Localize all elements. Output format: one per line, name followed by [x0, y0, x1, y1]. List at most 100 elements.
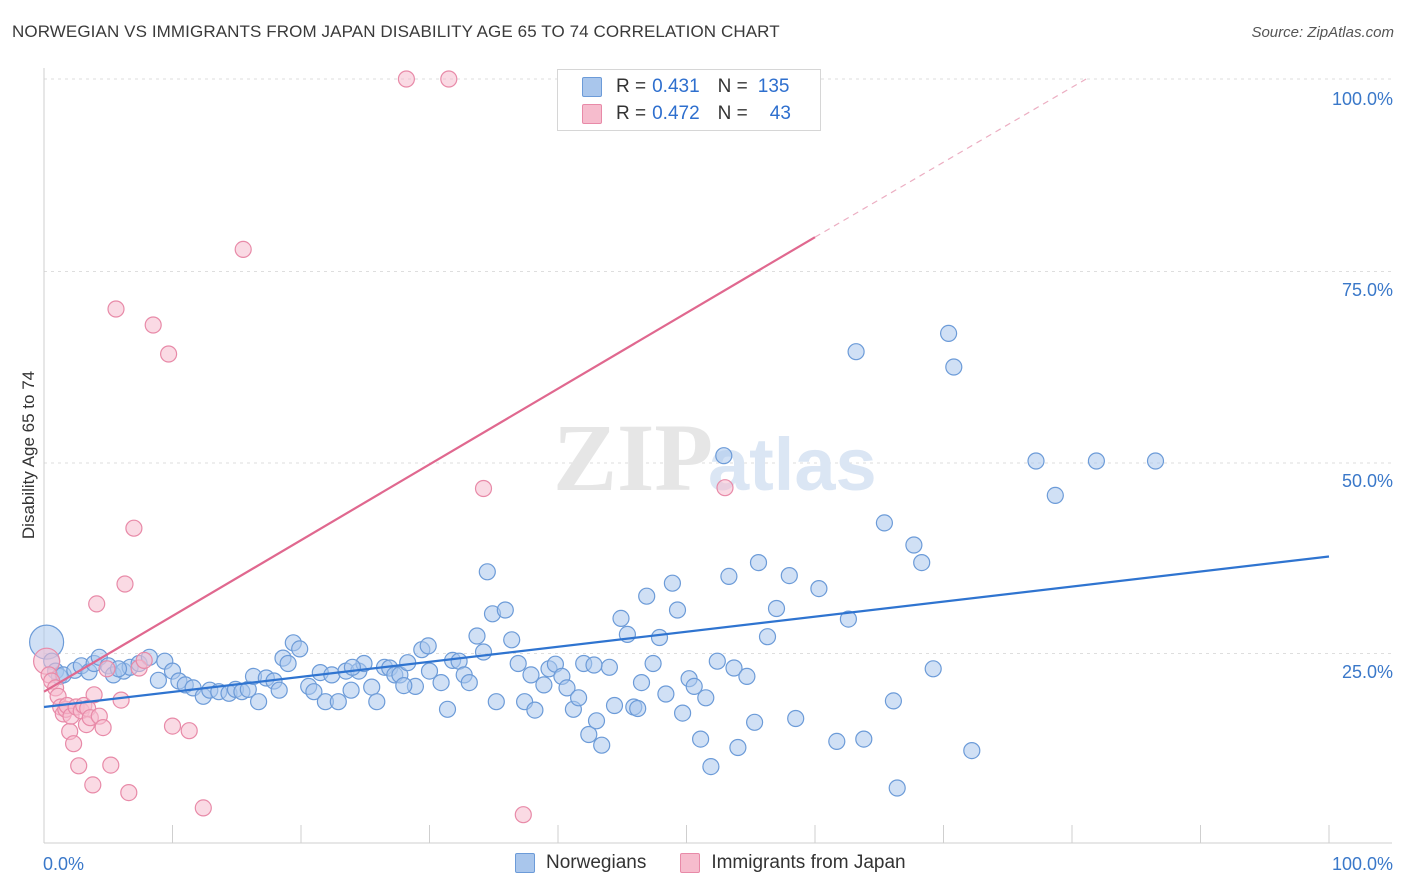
norwegian-point	[558, 679, 576, 697]
norwegian-point	[1146, 452, 1165, 470]
norwegian-point	[535, 676, 553, 694]
legend-row-norwegians: R = 0.431 N = 135	[582, 75, 789, 99]
legend-n-label: N =	[717, 76, 748, 97]
legend-item-japan[interactable]: Immigrants from Japan	[680, 852, 906, 874]
japan-point	[116, 575, 134, 593]
norwegian-point	[587, 712, 606, 730]
norwegian-point	[503, 631, 521, 649]
norwegian-point	[663, 574, 682, 592]
norwegian-point	[697, 689, 715, 707]
japan-point	[514, 806, 532, 824]
norwegian-point	[638, 587, 656, 605]
legend-row-japan: R = 0.472 N = 43	[582, 102, 791, 126]
japan-point	[125, 519, 143, 537]
correlation-legend: R = 0.431 N = 135 R = 0.472 N = 43	[557, 69, 821, 131]
norwegian-point	[855, 730, 873, 748]
y-tick-label: 25.0%	[1342, 662, 1393, 682]
legend-swatch-pink	[582, 104, 602, 124]
norwegian-point	[1046, 486, 1064, 504]
source-label: Source: ZipAtlas.com	[1251, 24, 1394, 41]
norwegian-point	[729, 738, 747, 757]
norwegian-point	[745, 713, 764, 731]
norwegian-point	[939, 324, 958, 342]
y-tick-label: 50.0%	[1342, 471, 1393, 491]
norwegian-point	[363, 678, 381, 696]
legend-swatch-blue	[582, 77, 602, 97]
norwegian-point	[343, 658, 361, 676]
watermark: ZIP atlas	[553, 404, 877, 511]
norwegian-point	[1087, 452, 1106, 470]
norwegian-point	[650, 628, 669, 647]
japan-point	[85, 686, 103, 704]
norwegian-point	[468, 627, 486, 645]
norwegian-point	[585, 656, 603, 674]
norwegian-point	[828, 732, 846, 751]
legend-label-japan: Immigrants from Japan	[711, 852, 906, 873]
norwegian-point	[419, 637, 437, 655]
norwegian-point	[632, 673, 651, 692]
norwegian-point	[270, 681, 288, 699]
norwegian-point	[839, 610, 858, 628]
japan-point	[397, 70, 415, 88]
norwegians-trend-line	[43, 555, 1330, 709]
japan-point	[135, 651, 153, 670]
norwegian-point	[644, 654, 662, 673]
norwegian-point	[496, 601, 514, 619]
norwegian-point	[657, 685, 675, 703]
norwegian-point	[478, 563, 496, 581]
norwegian-point	[522, 666, 540, 684]
legend-n-value: 43	[769, 103, 791, 124]
norwegian-point	[749, 553, 768, 572]
legend-r-value: 0.431	[652, 76, 700, 97]
norwegian-point	[605, 696, 624, 715]
legend-r-label: R =	[616, 103, 647, 124]
norwegian-point	[738, 667, 756, 686]
chart-title: NORWEGIAN VS IMMIGRANTS FROM JAPAN DISAB…	[12, 22, 780, 41]
norwegian-point	[474, 643, 493, 661]
y-axis-title: Disability Age 65 to 74	[19, 371, 38, 539]
norwegian-point	[924, 660, 942, 678]
japan-point	[107, 300, 125, 318]
legend-label-norwegians: Norwegians	[546, 852, 647, 873]
japan-point	[716, 479, 734, 497]
japan-point	[102, 756, 120, 774]
norwegian-point	[725, 659, 743, 677]
norwegian-point	[767, 599, 786, 618]
japan-point	[88, 595, 106, 613]
japan-trend-line	[43, 236, 816, 693]
norwegian-point	[279, 654, 297, 673]
japan-point	[194, 799, 212, 817]
japan-point	[112, 691, 130, 709]
legend-item-norwegians[interactable]: Norwegians	[515, 852, 646, 874]
norwegian-point	[509, 654, 527, 673]
norwegian-point	[612, 609, 630, 628]
norwegian-point	[787, 709, 805, 728]
grid-lines	[44, 78, 1392, 654]
x-tick-label: 0.0%	[43, 854, 84, 874]
legend-n-label: N =	[717, 103, 748, 124]
legend-r-value: 0.472	[652, 103, 700, 124]
norwegian-point	[905, 536, 923, 554]
norwegian-point	[913, 553, 931, 572]
norwegian-point	[149, 671, 167, 689]
norwegian-point	[460, 673, 478, 692]
norwegian-point	[305, 683, 323, 701]
axes	[43, 68, 1392, 844]
legend-n-value: 135	[757, 76, 790, 97]
norwegian-point	[780, 566, 798, 585]
y-tick-label: 75.0%	[1342, 280, 1393, 300]
japan-point	[234, 240, 252, 258]
norwegian-point	[569, 689, 588, 707]
japan-point	[84, 776, 102, 794]
japan-points	[32, 70, 734, 824]
series-legend: Norwegians Immigrants from Japan	[515, 852, 940, 874]
japan-point	[70, 757, 88, 775]
norwegian-point	[629, 699, 647, 718]
norwegian-point	[526, 701, 544, 719]
norwegian-point	[420, 662, 439, 680]
watermark-zip: ZIP	[553, 404, 713, 511]
norwegian-point	[720, 567, 738, 586]
norwegian-point	[945, 358, 963, 376]
japan-point	[94, 718, 112, 737]
